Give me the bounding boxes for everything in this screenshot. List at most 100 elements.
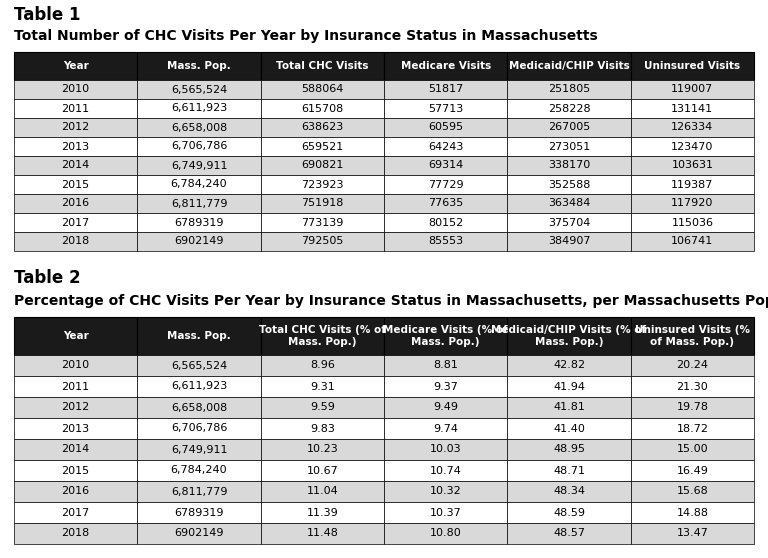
Bar <box>14 481 137 502</box>
Bar <box>384 376 508 397</box>
Bar <box>384 418 508 439</box>
Bar <box>384 213 508 232</box>
Bar <box>508 355 631 376</box>
Bar <box>508 175 631 194</box>
Text: 2017: 2017 <box>61 218 90 228</box>
Bar <box>631 194 754 213</box>
Bar <box>508 481 631 502</box>
Text: 6902149: 6902149 <box>174 237 223 247</box>
Text: 21.30: 21.30 <box>677 382 708 392</box>
Text: 6,784,240: 6,784,240 <box>170 465 227 475</box>
Text: 6,749,911: 6,749,911 <box>170 445 227 455</box>
Text: 57713: 57713 <box>428 103 463 113</box>
Text: 10.37: 10.37 <box>430 507 462 517</box>
Bar <box>384 439 508 460</box>
Text: 2010: 2010 <box>61 360 90 371</box>
Text: 273051: 273051 <box>548 142 590 152</box>
Bar <box>260 52 384 80</box>
Bar <box>14 317 137 355</box>
Text: 9.49: 9.49 <box>433 402 458 412</box>
Text: Uninsured Visits (%
of Mass. Pop.): Uninsured Visits (% of Mass. Pop.) <box>635 325 750 347</box>
Text: 2015: 2015 <box>61 465 90 475</box>
Bar <box>631 317 754 355</box>
Text: 6,706,786: 6,706,786 <box>170 142 227 152</box>
Bar <box>14 232 137 251</box>
Text: 723923: 723923 <box>301 180 343 190</box>
Bar <box>14 460 137 481</box>
Bar <box>508 523 631 544</box>
Text: 15.00: 15.00 <box>677 445 708 455</box>
Bar <box>260 232 384 251</box>
Text: 48.59: 48.59 <box>553 507 585 517</box>
Bar <box>508 317 631 355</box>
Bar <box>14 355 137 376</box>
Bar <box>137 502 260 523</box>
Bar <box>631 52 754 80</box>
Text: Mass. Pop.: Mass. Pop. <box>167 331 231 341</box>
Bar <box>508 397 631 418</box>
Text: 6,784,240: 6,784,240 <box>170 180 227 190</box>
Text: 6,611,923: 6,611,923 <box>170 382 227 392</box>
Bar <box>631 523 754 544</box>
Bar <box>137 52 260 80</box>
Bar <box>508 418 631 439</box>
Bar <box>631 175 754 194</box>
Text: 6,811,779: 6,811,779 <box>170 487 227 497</box>
Bar <box>14 502 137 523</box>
Text: 48.34: 48.34 <box>553 487 585 497</box>
Text: 119387: 119387 <box>671 180 713 190</box>
Text: 11.04: 11.04 <box>306 487 338 497</box>
Bar <box>508 156 631 175</box>
Bar <box>508 137 631 156</box>
Bar <box>631 376 754 397</box>
Text: 9.31: 9.31 <box>310 382 335 392</box>
Text: 6,611,923: 6,611,923 <box>170 103 227 113</box>
Bar <box>508 52 631 80</box>
Bar <box>631 439 754 460</box>
Bar <box>384 52 508 80</box>
Text: 6,658,008: 6,658,008 <box>170 402 227 412</box>
Text: 11.39: 11.39 <box>306 507 338 517</box>
Text: 773139: 773139 <box>301 218 343 228</box>
Bar <box>260 213 384 232</box>
Bar <box>260 118 384 137</box>
Bar <box>137 80 260 99</box>
Text: Table 1: Table 1 <box>14 6 81 24</box>
Bar <box>14 376 137 397</box>
Bar <box>508 194 631 213</box>
Text: 2013: 2013 <box>61 424 90 434</box>
Text: Total CHC Visits (% of
Mass. Pop.): Total CHC Visits (% of Mass. Pop.) <box>259 325 386 347</box>
Text: 659521: 659521 <box>301 142 343 152</box>
Text: 338170: 338170 <box>548 161 590 171</box>
Bar <box>384 175 508 194</box>
Bar <box>137 439 260 460</box>
Bar <box>384 156 508 175</box>
Bar <box>384 523 508 544</box>
Text: 10.80: 10.80 <box>430 528 462 538</box>
Bar <box>508 376 631 397</box>
Bar <box>631 156 754 175</box>
Bar <box>260 418 384 439</box>
Bar <box>260 523 384 544</box>
Text: 9.74: 9.74 <box>433 424 458 434</box>
Bar <box>384 137 508 156</box>
Bar <box>260 99 384 118</box>
Bar <box>384 502 508 523</box>
Bar <box>14 418 137 439</box>
Bar <box>508 232 631 251</box>
Text: 10.03: 10.03 <box>430 445 462 455</box>
Bar <box>384 397 508 418</box>
Text: 10.32: 10.32 <box>430 487 462 497</box>
Text: 6,565,524: 6,565,524 <box>170 84 227 94</box>
Text: 8.81: 8.81 <box>433 360 458 371</box>
Bar <box>508 502 631 523</box>
Bar <box>14 137 137 156</box>
Bar <box>137 118 260 137</box>
Bar <box>137 194 260 213</box>
Bar <box>14 523 137 544</box>
Bar <box>137 481 260 502</box>
Text: 384907: 384907 <box>548 237 591 247</box>
Bar <box>137 418 260 439</box>
Text: 6,749,911: 6,749,911 <box>170 161 227 171</box>
Text: 2014: 2014 <box>61 445 90 455</box>
